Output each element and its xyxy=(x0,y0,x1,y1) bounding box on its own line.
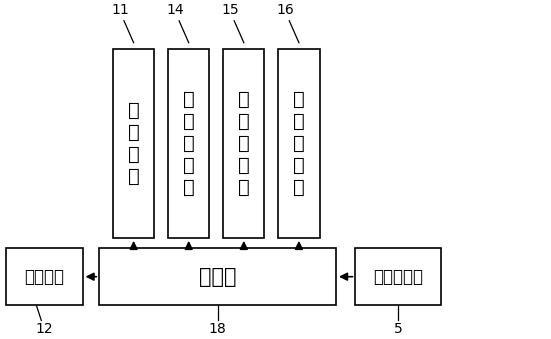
Bar xyxy=(168,49,209,238)
Text: 14: 14 xyxy=(166,3,184,17)
Text: 第
一
电
磁
阀: 第 一 电 磁 阀 xyxy=(183,90,195,197)
Text: 18: 18 xyxy=(209,322,226,336)
Bar xyxy=(223,49,264,238)
Bar xyxy=(99,248,336,305)
Text: 烟气分析仪: 烟气分析仪 xyxy=(373,268,423,286)
Text: 16: 16 xyxy=(277,3,294,17)
Text: 12: 12 xyxy=(35,322,53,336)
Text: 总
电
磁
阀: 总 电 磁 阀 xyxy=(128,101,139,186)
Bar xyxy=(113,49,154,238)
Text: 11: 11 xyxy=(111,3,129,17)
Text: 第
三
电
磁
阀: 第 三 电 磁 阀 xyxy=(293,90,305,197)
Text: 15: 15 xyxy=(222,3,239,17)
Text: 喷氨装置: 喷氨装置 xyxy=(24,268,64,286)
Text: 5: 5 xyxy=(393,322,402,336)
Text: 控制器: 控制器 xyxy=(199,267,236,287)
Bar xyxy=(355,248,441,305)
Bar xyxy=(6,248,83,305)
Bar xyxy=(278,49,320,238)
Text: 第
二
电
磁
阀: 第 二 电 磁 阀 xyxy=(238,90,250,197)
